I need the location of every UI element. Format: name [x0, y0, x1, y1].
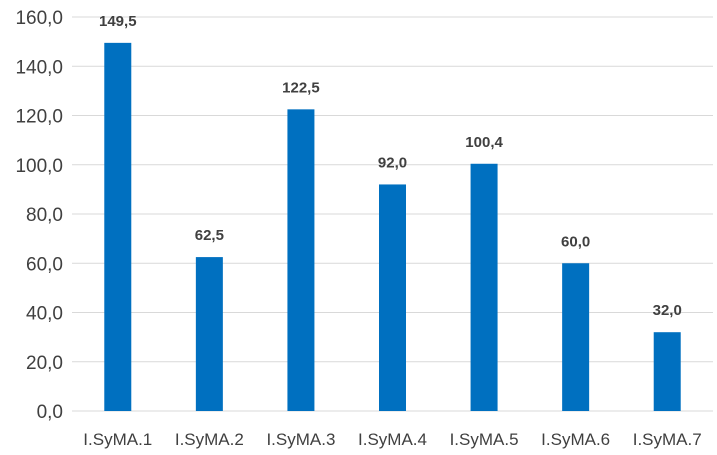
y-tick-label: 160,0	[15, 8, 63, 29]
bar	[470, 163, 498, 411]
bar	[195, 257, 223, 411]
bar	[562, 263, 590, 411]
y-tick-label: 120,0	[15, 107, 63, 128]
y-tick-label: 100,0	[15, 156, 63, 177]
bar	[653, 332, 681, 411]
data-label: 149,5	[99, 13, 137, 30]
bars	[104, 42, 681, 411]
y-tick-label: 140,0	[15, 57, 63, 78]
x-tick-label: I.SyMA.2	[175, 430, 244, 449]
y-axis-tick-labels: 0,0 20,0 40,0 60,0 80,0 100,0 120,0 140,0 160,0	[15, 8, 63, 423]
data-label: 122,5	[282, 79, 320, 96]
data-label: 32,0	[653, 302, 682, 319]
x-axis-tick-labels: I.SyMA.1 I.SyMA.2 I.SyMA.3 I.SyMA.4 I.SyMA.5…	[83, 430, 701, 449]
x-tick-label: I.SyMA.7	[633, 430, 702, 449]
y-tick-label: 80,0	[26, 205, 63, 226]
data-label: 60,0	[561, 233, 590, 250]
y-tick-label: 40,0	[26, 304, 63, 325]
data-labels: 149,5 62,5 122,5 92,0 100,4 60,0 32,0	[99, 13, 682, 319]
y-tick-label: 20,0	[26, 353, 63, 374]
bar	[104, 42, 132, 411]
x-tick-label: I.SyMA.4	[358, 430, 427, 449]
x-tick-label: I.SyMA.5	[450, 430, 519, 449]
bar	[379, 184, 406, 411]
data-label: 100,4	[465, 134, 503, 151]
x-tick-label: I.SyMA.1	[83, 430, 152, 449]
y-tick-label: 60,0	[26, 254, 63, 275]
bar	[287, 109, 315, 411]
y-tick-label: 0,0	[37, 402, 63, 423]
x-tick-label: I.SyMA.3	[266, 430, 335, 449]
data-label: 92,0	[378, 154, 407, 171]
x-tick-label: I.SyMA.6	[541, 430, 610, 449]
data-label: 62,5	[195, 227, 224, 244]
